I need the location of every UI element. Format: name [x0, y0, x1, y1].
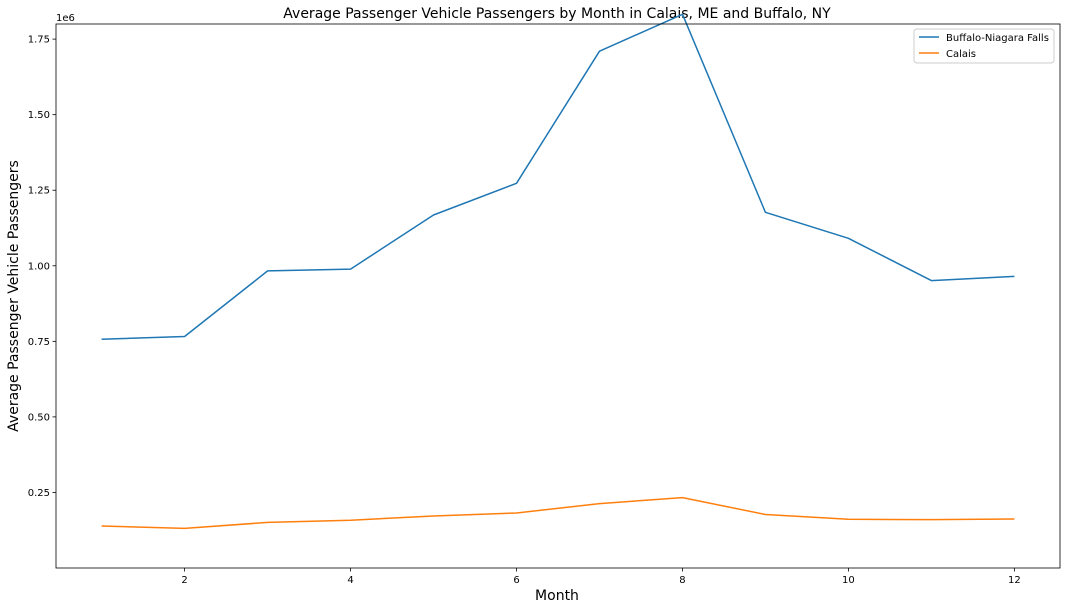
- y-tick-label: 1.00: [28, 261, 50, 272]
- x-axis: 2 4 6 8 10 12: [181, 568, 1021, 586]
- plot-frame: [55, 23, 1061, 569]
- x-tick-label: 4: [347, 575, 353, 586]
- y-tick-label: 0.25: [28, 488, 50, 499]
- y-tick-label: 1.50: [28, 110, 50, 121]
- y-tick-label: 1.25: [28, 186, 50, 197]
- legend-frame: [913, 28, 1055, 64]
- y-axis-label: Average Passenger Vehicle Passengers: [6, 160, 22, 432]
- x-tick-label: 2: [181, 575, 187, 586]
- legend: Buffalo-Niagara Falls Calais: [913, 28, 1055, 64]
- x-axis-label: Month: [535, 588, 579, 604]
- y-tick-label: 1.75: [28, 35, 50, 46]
- y-axis: 0.25 0.50 0.75 1.00 1.25 1.50 1.75: [28, 35, 56, 499]
- x-tick-label: 6: [513, 575, 519, 586]
- y-tick-label: 0.50: [28, 412, 50, 423]
- plot-lines: [101, 13, 1015, 530]
- y-axis-offset-label: 1e6: [56, 13, 75, 24]
- chart-title: Average Passenger Vehicle Passengers by …: [283, 6, 831, 22]
- x-tick-label: 10: [842, 575, 855, 586]
- series-line-calais: [101, 496, 1015, 530]
- legend-label-buffalo-niagara-falls: Buffalo-Niagara Falls: [946, 33, 1049, 44]
- y-tick-label: 0.75: [28, 337, 50, 348]
- x-tick-label: 8: [679, 575, 685, 586]
- legend-label-calais: Calais: [946, 49, 976, 60]
- series-line-buffalo-niagara-falls: [101, 13, 1015, 340]
- x-tick-label: 12: [1008, 575, 1021, 586]
